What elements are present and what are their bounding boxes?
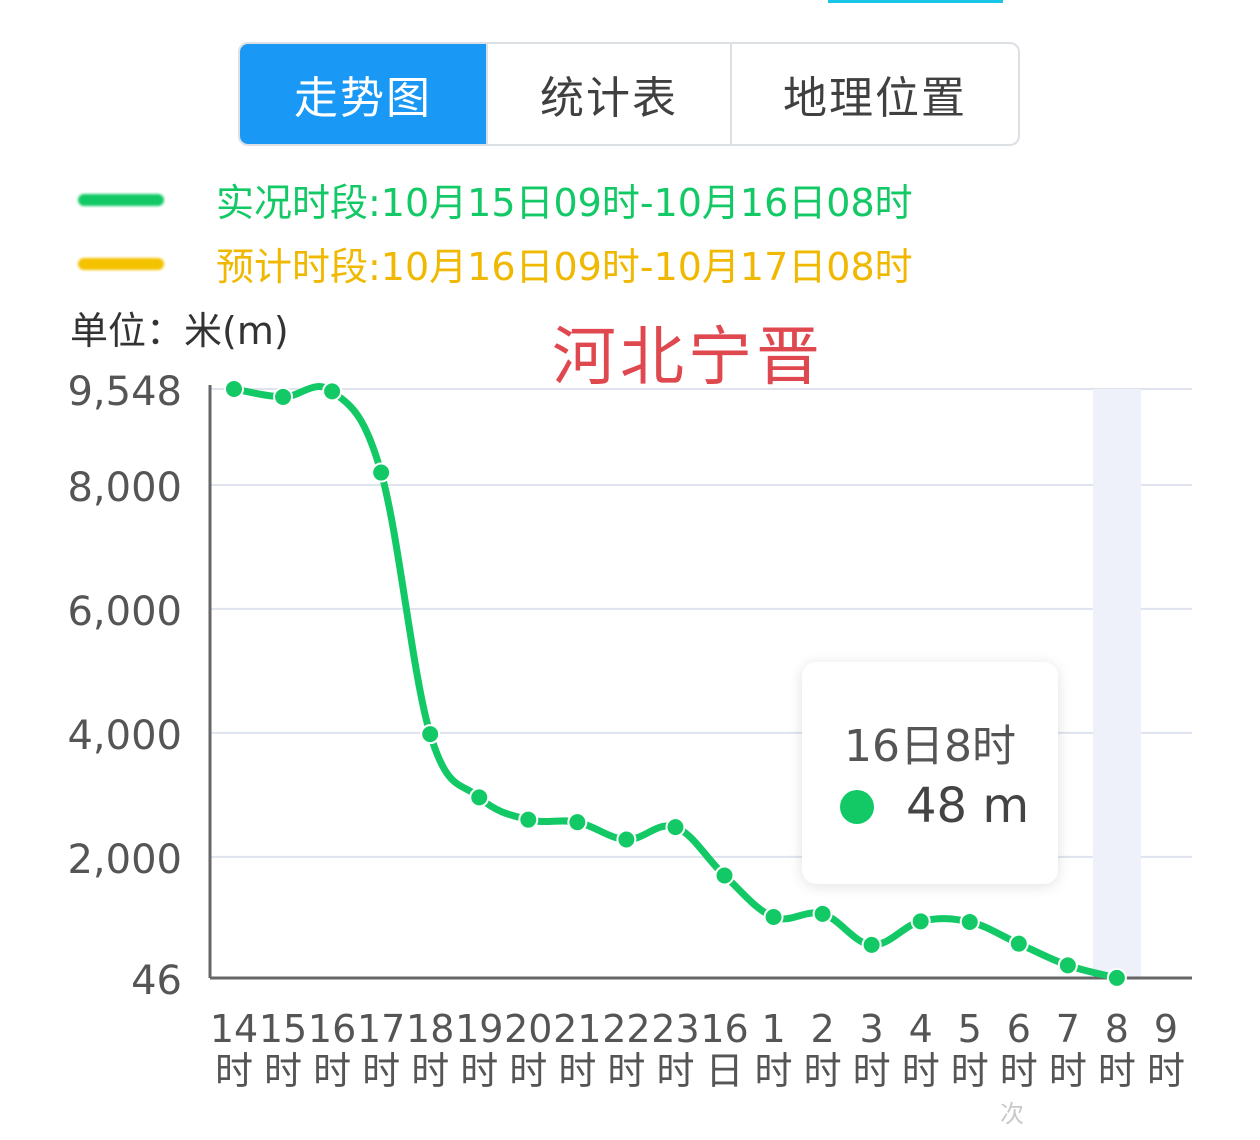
highlight-band <box>1092 389 1141 978</box>
data-point <box>861 934 882 955</box>
data-point <box>273 386 294 407</box>
x-tick-label-unit: 时 <box>607 1049 645 1093</box>
x-tick-label: 17 <box>357 1007 405 1051</box>
data-point <box>371 462 392 483</box>
x-tick-label: 4 <box>909 1007 933 1051</box>
x-tick-label: 8 <box>1105 1007 1129 1051</box>
x-tick-label-unit: 时 <box>558 1049 596 1093</box>
data-point <box>322 381 343 402</box>
x-tick-label: 2 <box>811 1007 835 1051</box>
x-tick-label: 6 <box>1007 1007 1031 1051</box>
x-tick-label-unit: 时 <box>804 1049 842 1093</box>
x-tick-label-unit: 时 <box>656 1049 694 1093</box>
data-point <box>763 907 784 928</box>
watermark: 次 <box>1000 1100 1024 1128</box>
y-tick-label: 8,000 <box>67 465 182 511</box>
x-tick-label: 7 <box>1056 1007 1080 1051</box>
x-tick-label: 20 <box>504 1007 552 1051</box>
x-tick-label-unit: 时 <box>1049 1049 1087 1093</box>
data-point <box>224 379 244 399</box>
x-tick-label: 1 <box>761 1007 785 1051</box>
data-point <box>665 817 686 838</box>
x-tick-label-unit: 日 <box>705 1049 743 1093</box>
x-tick-label-unit: 时 <box>1098 1049 1136 1093</box>
x-tick-label: 18 <box>406 1007 454 1051</box>
view-tabs: 走势图 统计表 地理位置 <box>238 42 1020 146</box>
x-axis-ticks: 14时15时16时17时18时19时20时21时22时23时16日1时2时3时4… <box>210 1007 1185 1093</box>
region-label: 河北宁晋 <box>552 321 824 395</box>
tooltip-title: 16日8时 <box>844 721 1016 772</box>
x-tick-label: 9 <box>1154 1007 1178 1051</box>
legend-forecast: 预计时段:10月16日09时-10月17日08时 <box>78 236 913 291</box>
x-tick-label-unit: 时 <box>313 1049 351 1093</box>
y-tick-label: 2,000 <box>67 837 182 883</box>
y-axis-ticks: 46 2,000 4,000 6,000 8,000 9,548 <box>67 369 182 1004</box>
tab-geo-location[interactable]: 地理位置 <box>730 44 1018 144</box>
legend-observed: 实况时段:10月15日09时-10月16日08时 <box>78 172 913 227</box>
x-tick-label: 15 <box>259 1007 307 1051</box>
top-indicator-strip <box>828 0 1003 3</box>
x-tick-label: 19 <box>455 1007 503 1051</box>
x-tick-label-unit: 时 <box>902 1049 940 1093</box>
data-point <box>420 724 441 745</box>
legend-text-observed: 实况时段:10月15日09时-10月16日08时 <box>216 181 913 225</box>
x-tick-label-unit: 时 <box>460 1049 498 1093</box>
tooltip-series-dot <box>840 790 874 824</box>
tab-trend-chart[interactable]: 走势图 <box>240 44 486 144</box>
data-point <box>567 812 588 833</box>
x-tick-label: 21 <box>553 1007 601 1051</box>
x-tick-label: 5 <box>958 1007 982 1051</box>
data-point <box>714 865 735 886</box>
series-points <box>224 379 1127 988</box>
x-tick-label-unit: 时 <box>853 1049 891 1093</box>
x-tick-label: 22 <box>602 1007 650 1051</box>
data-point <box>616 829 637 850</box>
x-tick-label-unit: 时 <box>1000 1049 1038 1093</box>
legend-text-forecast: 预计时段:10月16日09时-10月17日08时 <box>216 245 913 289</box>
data-point <box>910 911 931 932</box>
x-tick-label: 14 <box>210 1007 258 1051</box>
data-point <box>1008 933 1029 954</box>
x-tick-label-unit: 时 <box>755 1049 793 1093</box>
data-point <box>959 911 980 932</box>
x-tick-label-unit: 时 <box>264 1049 302 1093</box>
x-tick-label: 16 <box>700 1007 748 1051</box>
data-tooltip: 16日8时 48 m <box>802 662 1058 884</box>
legend-swatch-forecast <box>78 257 164 270</box>
x-tick-label-unit: 时 <box>362 1049 400 1093</box>
legend-swatch-observed <box>78 193 164 206</box>
y-tick-label: 46 <box>131 958 182 1004</box>
x-tick-label-unit: 时 <box>509 1049 547 1093</box>
y-tick-label: 4,000 <box>67 713 182 759</box>
x-tick-label-unit: 时 <box>411 1049 449 1093</box>
tooltip-value: 48 m <box>906 778 1030 834</box>
x-tick-label: 23 <box>651 1007 699 1051</box>
unit-label: 单位：米(m) <box>70 309 289 353</box>
x-tick-label-unit: 时 <box>215 1049 253 1093</box>
tab-statistics-table[interactable]: 统计表 <box>486 44 730 144</box>
data-point <box>518 809 539 830</box>
x-tick-label: 3 <box>860 1007 884 1051</box>
data-point <box>812 903 833 924</box>
data-point <box>1057 955 1078 976</box>
x-tick-label: 16 <box>308 1007 356 1051</box>
y-tick-label: 6,000 <box>67 589 182 635</box>
data-point <box>469 787 490 808</box>
data-point <box>1106 967 1127 988</box>
x-tick-label-unit: 时 <box>1147 1049 1185 1093</box>
y-tick-label: 9,548 <box>67 369 182 415</box>
x-tick-label-unit: 时 <box>951 1049 989 1093</box>
